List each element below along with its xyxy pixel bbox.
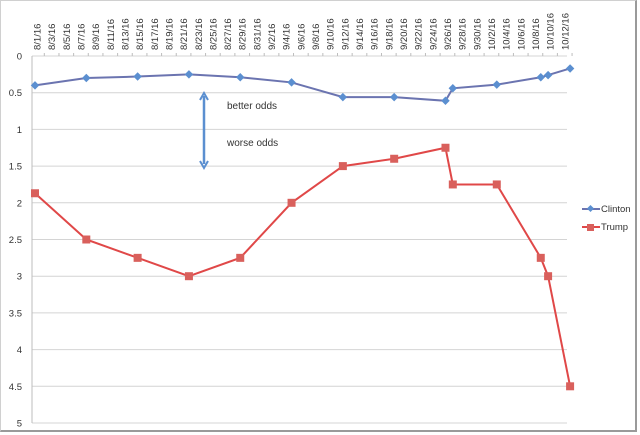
x-tick-label: 8/15/16 [135, 18, 146, 50]
x-tick-label: 8/11/16 [106, 19, 117, 50]
x-tick-label: 8/1/16 [33, 24, 44, 50]
x-tick-label: 9/24/16 [428, 18, 439, 50]
square-marker-icon [566, 382, 575, 391]
diamond-marker-icon [543, 70, 553, 80]
x-tick-label: 8/3/16 [47, 24, 58, 50]
arrow-up-icon [199, 90, 209, 101]
y-tick-label: 2.5 [9, 235, 22, 246]
x-tick-label: 9/16/16 [370, 18, 381, 50]
gridlines [32, 55, 567, 424]
x-tick-label: 10/10/16 [546, 13, 557, 50]
x-tick-label: 9/26/16 [443, 18, 454, 50]
x-tick-label: 8/23/16 [194, 18, 205, 50]
square-marker-icon [492, 180, 501, 189]
x-tick-label: 9/12/16 [340, 18, 351, 50]
x-tick-label: 10/6/16 [516, 18, 527, 50]
odds-annotation: better odds worse odds [199, 90, 278, 171]
x-tick-label: 9/2/16 [267, 24, 278, 50]
square-marker-icon [31, 189, 39, 198]
line-trump [34, 146, 572, 387]
x-tick-label: 8/7/16 [76, 24, 87, 50]
square-marker-icon [82, 235, 91, 244]
y-axis: 0 0.5 1 1.5 2 2.5 3 3.5 4 4.5 5 [9, 52, 33, 430]
square-marker-icon [544, 272, 553, 281]
legend-label-trump: Trump [601, 222, 628, 233]
y-tick-label: 0.5 [9, 88, 22, 99]
legend-item-clinton: Clinton [582, 204, 631, 215]
square-marker-icon [536, 253, 545, 262]
diamond-marker-icon [586, 204, 595, 213]
diamond-marker-icon [338, 92, 348, 102]
x-tick-label: 8/19/16 [164, 18, 175, 50]
square-marker-icon [287, 198, 296, 207]
y-tick-label: 1 [17, 125, 22, 136]
square-marker-icon [587, 224, 594, 231]
legend-item-trump: Trump [582, 222, 628, 233]
x-tick-label: 8/29/16 [238, 18, 249, 50]
square-marker-icon [133, 253, 142, 262]
diamond-marker-icon [492, 80, 502, 89]
x-tick-label: 9/10/16 [326, 18, 337, 50]
square-marker-icon [390, 154, 399, 163]
legend-label-clinton: Clinton [601, 204, 631, 215]
legend: Clinton Trump [582, 204, 631, 233]
x-tick-label: 9/4/16 [282, 24, 293, 50]
diamond-marker-icon [565, 64, 575, 73]
x-tick-label: 8/27/16 [223, 18, 234, 50]
square-marker-icon [338, 162, 347, 171]
x-tick-label: 9/22/16 [414, 18, 425, 50]
diamond-marker-icon [448, 84, 458, 93]
arrow-down-icon [199, 160, 209, 171]
line-clinton [34, 67, 571, 102]
x-tick-label: 9/14/16 [355, 18, 366, 50]
series-lines [30, 64, 575, 391]
diamond-marker-icon [389, 92, 399, 102]
x-tick-label: 9/8/16 [311, 24, 322, 50]
y-tick-label: 1.5 [9, 162, 22, 173]
square-marker-icon [441, 143, 450, 152]
square-marker-icon [184, 272, 193, 281]
diamond-marker-icon [235, 73, 245, 82]
x-tick-label: 8/25/16 [208, 18, 219, 50]
x-tick-label: 8/9/16 [91, 24, 102, 50]
x-tick-label: 8/5/16 [62, 24, 73, 50]
diamond-marker-icon [287, 78, 296, 87]
x-tick-label: 8/13/16 [120, 18, 131, 50]
x-tick-label: 9/28/16 [458, 18, 469, 50]
y-tick-label: 3.5 [9, 308, 22, 319]
diamond-marker-icon [184, 70, 194, 79]
x-tick-label: 9/6/16 [296, 24, 307, 50]
y-tick-label: 2 [17, 198, 22, 209]
diamond-marker-icon [30, 81, 40, 90]
x-tick-label: 8/21/16 [179, 18, 190, 50]
diamond-marker-icon [133, 72, 142, 81]
x-tick-label: 10/8/16 [531, 18, 542, 50]
worse-odds-label: worse odds [226, 138, 278, 149]
diamond-marker-icon [441, 96, 450, 106]
x-tick-label: 9/20/16 [399, 18, 410, 50]
y-tick-label: 3 [17, 272, 22, 283]
y-tick-label: 0 [17, 52, 22, 63]
y-tick-label: 4 [17, 345, 22, 356]
diamond-marker-icon [536, 73, 546, 82]
square-marker-icon [236, 253, 245, 262]
diamond-marker-icon [82, 73, 91, 83]
square-marker-icon [448, 180, 457, 189]
x-tick-label: 10/12/16 [560, 13, 571, 50]
x-tick-label: 8/31/16 [252, 18, 263, 50]
y-tick-label: 4.5 [9, 382, 22, 393]
x-tick-label: 10/2/16 [487, 18, 498, 50]
x-tick-label: 8/17/16 [150, 18, 161, 50]
x-tick-label: 9/30/16 [472, 18, 483, 50]
y-tick-label: 5 [17, 419, 22, 430]
x-tick-label: 10/4/16 [502, 18, 513, 50]
x-tick-label: 9/18/16 [384, 18, 395, 50]
x-axis: 8/1/16 8/3/16 8/5/16 8/7/16 8/9/16 8/11/16 8/1… [33, 13, 573, 56]
better-odds-label: better odds [227, 101, 277, 112]
